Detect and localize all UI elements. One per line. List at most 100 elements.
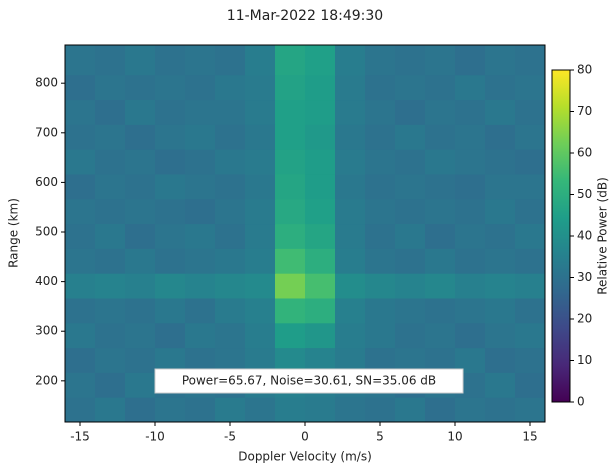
heatmap-cell: [305, 297, 336, 324]
heatmap-cell: [275, 45, 306, 76]
heatmap-cell: [185, 149, 216, 175]
heatmap-cell: [215, 173, 246, 200]
heatmap-cell: [425, 273, 456, 299]
heatmap-cell: [455, 149, 486, 175]
heatmap-cell: [365, 74, 396, 101]
heatmap-cell: [395, 273, 426, 299]
heatmap-cell: [515, 372, 546, 398]
heatmap-cell: [335, 248, 366, 274]
heatmap-cell: [155, 74, 186, 101]
heatmap-cell: [215, 99, 246, 125]
heatmap-cell: [455, 397, 486, 423]
heatmap-cell: [95, 124, 126, 150]
heatmap-cell: [125, 173, 156, 200]
heatmap-cell: [455, 45, 486, 76]
heatmap-cell: [485, 74, 516, 101]
heatmap-cell: [155, 273, 186, 299]
heatmap-cell: [65, 124, 96, 150]
heatmap-cell: [305, 273, 336, 299]
heatmap-cell: [485, 248, 516, 274]
y-tick-label: 500: [35, 225, 58, 239]
heatmap-cell: [95, 372, 126, 398]
heatmap-cell: [275, 273, 306, 299]
heatmap-cell: [395, 248, 426, 274]
colorbar-tick-label: 30: [577, 270, 592, 284]
heatmap-cell: [305, 124, 336, 150]
heatmap-cell: [245, 173, 276, 200]
annotation: Power=65.67, Noise=30.61, SN=35.06 dB: [182, 374, 436, 388]
colorbar-tick-label: 0: [577, 395, 585, 409]
heatmap-cell: [245, 198, 276, 225]
heatmap-cell: [395, 74, 426, 101]
heatmap-cell: [275, 149, 306, 175]
heatmap-cell: [395, 173, 426, 200]
heatmap-cell: [245, 273, 276, 299]
heatmap-cell: [125, 45, 156, 76]
heatmap-cell: [155, 297, 186, 324]
heatmap-cell: [395, 322, 426, 349]
heatmap-cell: [455, 198, 486, 225]
heatmap-cell: [245, 149, 276, 175]
y-tick-label: 700: [35, 125, 58, 139]
heatmap-cell: [335, 173, 366, 200]
y-tick-label: 800: [35, 76, 58, 90]
heatmap-cell: [395, 99, 426, 125]
heatmap-cell: [335, 149, 366, 175]
heatmap-cell: [95, 248, 126, 274]
heatmap-cell: [335, 45, 366, 76]
heatmap-cell: [335, 124, 366, 150]
colorbar-tick-label: 80: [577, 63, 592, 77]
heatmap-cell: [185, 397, 216, 423]
heatmap-cell: [245, 248, 276, 274]
colorbar-tick-label: 60: [577, 146, 592, 160]
heatmap-cell: [515, 297, 546, 324]
heatmap-cell: [95, 273, 126, 299]
heatmap-cell: [515, 248, 546, 274]
heatmap-cell: [515, 45, 546, 76]
heatmap-cell: [485, 99, 516, 125]
heatmap-cell: [275, 173, 306, 200]
heatmap-cell: [485, 347, 516, 373]
colorbar-tick-label: 10: [577, 353, 592, 367]
heatmap-cell: [515, 99, 546, 125]
heatmap-cell: [365, 297, 396, 324]
heatmap-cell: [305, 322, 336, 349]
heatmap-cell: [215, 223, 246, 249]
heatmap-cell: [125, 372, 156, 398]
heatmap-cell: [305, 149, 336, 175]
heatmap-cell: [515, 173, 546, 200]
heatmap-cell: [155, 124, 186, 150]
heatmap-cell: [485, 397, 516, 423]
heatmap-cell: [305, 248, 336, 274]
heatmap-cell: [65, 149, 96, 175]
heatmap-cell: [365, 45, 396, 76]
heatmap-cell: [95, 198, 126, 225]
x-tick-label: -10: [145, 430, 165, 444]
heatmap-cell: [215, 74, 246, 101]
y-tick-label: 300: [35, 324, 58, 338]
heatmap-cell: [215, 149, 246, 175]
heatmap-cell: [275, 74, 306, 101]
heatmap-cell: [455, 124, 486, 150]
heatmap-cell: [125, 248, 156, 274]
heatmap-cell: [125, 322, 156, 349]
heatmap-cell: [365, 198, 396, 225]
heatmap-cell: [95, 99, 126, 125]
heatmap-cell: [275, 297, 306, 324]
heatmap-cell: [275, 198, 306, 225]
heatmap-cell: [65, 397, 96, 423]
heatmap-cell: [275, 322, 306, 349]
annotation-box: [154, 368, 464, 394]
colorbar: [551, 69, 571, 403]
heatmap-cell: [425, 99, 456, 125]
colorbar-tick-label: 70: [577, 104, 592, 118]
x-tick-label: 5: [376, 430, 384, 444]
x-tick-label: 15: [522, 430, 537, 444]
heatmap-cell: [425, 149, 456, 175]
heatmap-cell: [515, 322, 546, 349]
heatmap-cell: [425, 45, 456, 76]
heatmap-cell: [125, 99, 156, 125]
heatmap-cell: [155, 149, 186, 175]
heatmap-cell: [515, 273, 546, 299]
